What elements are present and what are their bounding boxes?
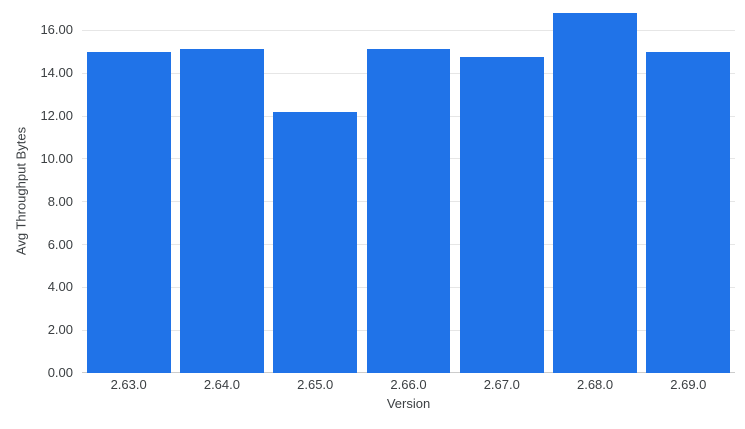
- bar-2.68.0[interactable]: [553, 13, 638, 373]
- y-tick-label: 2.00: [47, 322, 73, 338]
- x-axis-title: Version: [386, 396, 431, 411]
- y-tick-label: 12.00: [40, 108, 73, 124]
- y-axis-title: Avg Throughput Bytes: [13, 126, 29, 256]
- y-tick-label: 8.00: [47, 193, 73, 209]
- x-tick-label: 2.67.0: [483, 377, 520, 392]
- y-tick-label: 6.00: [47, 236, 73, 252]
- x-tick-label: 2.68.0: [576, 377, 614, 392]
- x-tick-label: 2.66.0: [390, 377, 427, 392]
- x-tick-label: 2.64.0: [203, 377, 240, 392]
- y-tick-label: 0.00: [47, 365, 73, 380]
- bar-2.64.0[interactable]: [179, 48, 264, 373]
- bar-2.63.0[interactable]: [86, 51, 171, 373]
- y-tick-label: 4.00: [47, 279, 73, 295]
- x-tick-label: 2.63.0: [110, 377, 147, 392]
- bar-2.67.0[interactable]: [459, 57, 544, 373]
- bar-2.69.0[interactable]: [646, 51, 731, 373]
- x-tick-label: 2.65.0: [297, 377, 334, 392]
- x-tick-label: 2.69.0: [670, 377, 707, 392]
- bar-2.65.0[interactable]: [273, 111, 358, 373]
- y-tick-label: 10.00: [40, 150, 73, 166]
- y-tick-label: 16.00: [40, 22, 73, 38]
- y-tick-label: 14.00: [40, 65, 73, 81]
- bar-2.66.0[interactable]: [366, 48, 451, 373]
- plot-area: [82, 9, 735, 373]
- gridline: [82, 29, 735, 31]
